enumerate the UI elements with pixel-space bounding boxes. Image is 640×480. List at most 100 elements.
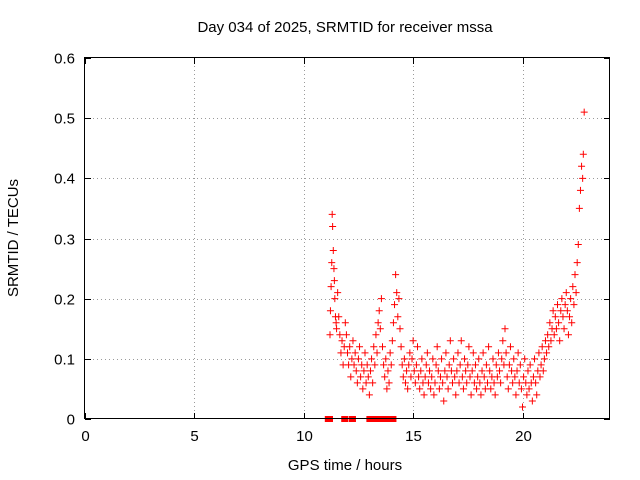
data-point — [477, 391, 485, 399]
data-point — [440, 397, 448, 405]
data-point — [412, 361, 420, 369]
data-point — [458, 373, 466, 381]
data-point — [434, 367, 442, 375]
data-point — [385, 379, 393, 387]
data-point — [445, 361, 453, 369]
data-point — [545, 343, 553, 351]
data-point — [356, 343, 364, 351]
y-tick-label: 0.1 — [54, 352, 75, 369]
data-point — [479, 349, 487, 357]
x-tick-label: 10 — [296, 428, 313, 445]
data-point — [420, 391, 428, 399]
data-point — [397, 343, 405, 351]
data-point — [453, 367, 461, 375]
data-point — [433, 343, 441, 351]
data-point — [363, 361, 371, 369]
data-point — [329, 247, 337, 255]
data-point — [387, 361, 395, 369]
data-point — [513, 367, 521, 375]
data-point — [430, 391, 438, 399]
data-point — [459, 385, 467, 393]
data-point — [415, 373, 423, 381]
data-point — [383, 385, 391, 393]
data-point — [399, 373, 407, 381]
data-point — [499, 337, 507, 345]
data-point — [404, 385, 412, 393]
data-point — [561, 301, 569, 309]
data-point — [381, 373, 389, 381]
data-point — [546, 319, 554, 327]
data-point — [537, 361, 545, 369]
data-point — [574, 241, 582, 249]
x-tick-label: 20 — [515, 428, 532, 445]
data-point — [569, 283, 577, 291]
data-point — [576, 186, 584, 194]
x-axis-label: GPS time / hours — [288, 457, 402, 474]
data-point — [484, 379, 491, 387]
data-point — [374, 319, 382, 327]
data-point — [501, 325, 509, 333]
data-point — [487, 385, 495, 393]
data-point — [476, 379, 484, 387]
chart-title: Day 034 of 2025, SRMTID for receiver mss… — [197, 19, 493, 36]
data-point — [494, 349, 502, 357]
data-point — [416, 385, 424, 393]
data-point — [443, 373, 451, 381]
data-point — [509, 379, 517, 387]
data-point — [396, 325, 404, 333]
data-point — [524, 367, 532, 375]
data-point — [377, 295, 385, 303]
y-tick-label: 0.2 — [54, 292, 75, 309]
data-point — [386, 349, 394, 357]
data-point — [380, 361, 388, 369]
data-point — [506, 343, 514, 351]
data-point — [450, 355, 458, 363]
data-point — [559, 313, 567, 321]
data-point — [442, 349, 450, 357]
data-point — [531, 355, 539, 363]
data-point — [475, 355, 483, 363]
data-point — [486, 367, 494, 375]
data-point — [452, 391, 460, 399]
data-point — [422, 361, 430, 369]
data-point — [342, 331, 350, 339]
data-point — [357, 373, 365, 381]
data-point — [558, 295, 566, 303]
data-point — [418, 355, 426, 363]
x-tick-label: 0 — [81, 428, 89, 445]
data-point — [497, 379, 505, 387]
data-point — [364, 373, 372, 381]
data-point — [336, 331, 344, 339]
data-point — [446, 337, 454, 345]
data-point — [421, 373, 429, 381]
data-point — [515, 379, 523, 387]
data-point — [423, 349, 431, 357]
data-point — [505, 361, 513, 369]
data-point — [564, 331, 572, 339]
data-point — [330, 277, 338, 285]
x-tick-label: 5 — [190, 428, 198, 445]
data-point — [354, 355, 362, 363]
data-point — [496, 367, 504, 375]
data-point — [359, 385, 367, 393]
data-point — [554, 301, 561, 309]
data-point — [328, 210, 336, 218]
data-point — [406, 349, 414, 357]
data-point — [454, 349, 462, 357]
data-point — [473, 385, 481, 393]
data-points — [324, 108, 588, 422]
data-point — [482, 361, 490, 369]
data-point — [464, 361, 472, 369]
data-point — [428, 373, 436, 381]
data-point — [382, 355, 390, 363]
data-point — [403, 367, 411, 375]
data-point — [580, 108, 588, 116]
data-point — [555, 319, 563, 327]
data-point — [451, 373, 459, 381]
data-point — [384, 367, 392, 375]
data-point — [567, 295, 575, 303]
data-point — [480, 373, 488, 381]
data-point — [514, 349, 522, 357]
data-point — [511, 373, 519, 381]
data-point — [456, 361, 464, 369]
